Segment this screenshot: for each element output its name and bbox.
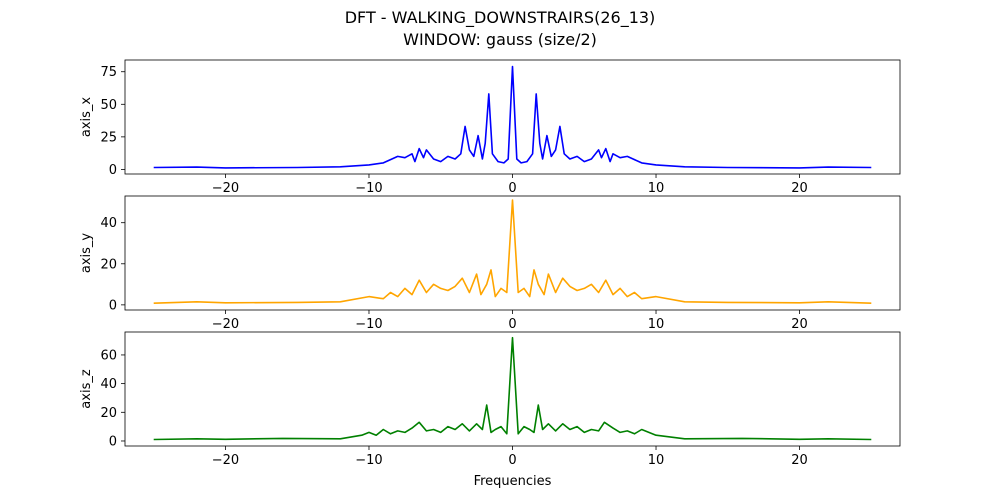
figure-subtitle: WINDOW: gauss (size/2)	[403, 30, 597, 49]
x-tick-label: 10	[648, 453, 665, 468]
y-tick-label: 40	[100, 216, 117, 231]
y-tick-label: 75	[100, 65, 117, 80]
series-line-axis_z	[153, 336, 872, 441]
x-tick-label: −20	[212, 453, 239, 468]
y-tick-label: 60	[100, 348, 117, 363]
x-tick-label: −10	[355, 317, 382, 332]
axes-frame	[124, 195, 901, 311]
x-tick-label: 20	[791, 181, 808, 196]
y-tick-label: 40	[100, 377, 117, 392]
y-tick-label: 0	[109, 434, 117, 449]
series-line-axis_x	[153, 65, 872, 169]
subplot-axis_x: −20 −10 0 10 20 0 25 50 75 axis_x	[79, 59, 901, 196]
x-tick-label: 0	[508, 317, 516, 332]
x-tick-label: 0	[508, 181, 516, 196]
y-axis-label: axis_y	[79, 233, 94, 274]
figure-title: DFT - WALKING_DOWNSTRAIRS(26_13)	[344, 8, 656, 27]
y-tick-label: 25	[100, 130, 117, 145]
y-tick-label: 0	[109, 163, 117, 178]
subplot-axis_z: −20 −10 0 10 20 0 20 40 60 axis_z	[79, 331, 901, 468]
y-tick-label: 20	[100, 406, 117, 421]
series-line-axis_y	[153, 199, 872, 304]
x-tick-label: −10	[355, 181, 382, 196]
y-tick-label: 20	[100, 257, 117, 272]
y-tick-label: 0	[109, 298, 117, 313]
x-axis-label: Frequencies	[474, 474, 552, 489]
x-tick-label: 20	[791, 453, 808, 468]
y-tick-label: 50	[100, 98, 117, 113]
x-tick-label: −20	[212, 317, 239, 332]
x-tick-label: 0	[508, 453, 516, 468]
x-tick-label: 20	[791, 317, 808, 332]
x-tick-label: −10	[355, 453, 382, 468]
y-axis-label: axis_x	[79, 97, 94, 138]
x-tick-label: 10	[648, 181, 665, 196]
x-tick-label: 10	[648, 317, 665, 332]
subplot-axis_y: −20 −10 0 10 20 0 20 40 axis_y	[79, 195, 901, 332]
y-axis-label: axis_z	[79, 369, 94, 409]
x-tick-label: −20	[212, 181, 239, 196]
